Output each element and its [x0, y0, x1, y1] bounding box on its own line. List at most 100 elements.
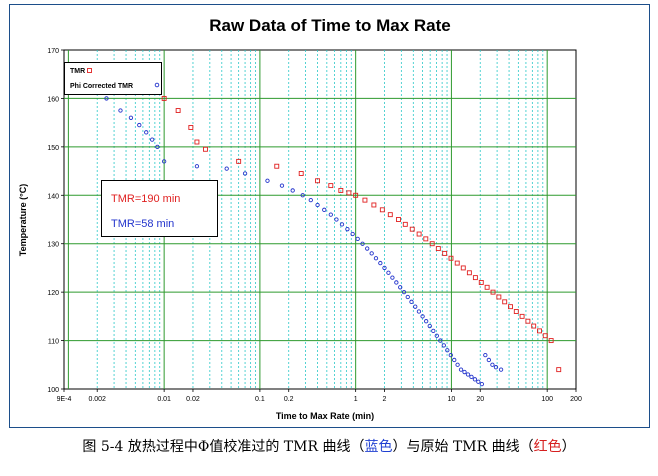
x-tick-label: 1 [354, 396, 358, 403]
x-tick-label: 0.1 [255, 396, 265, 403]
y-tick-label: 100 [47, 387, 59, 394]
caption-middle: ）与原始 TMR 曲线（ [392, 439, 534, 455]
phi-tmr-point [382, 265, 387, 271]
legend-marker-tmr [87, 68, 92, 73]
tmr-point [556, 367, 562, 373]
phi-tmr-point [360, 241, 365, 246]
tmr-point [448, 255, 454, 261]
tmr-point [338, 187, 344, 193]
phi-tmr-point [315, 202, 320, 208]
phi-tmr-point [398, 285, 403, 290]
phi-tmr-point [424, 319, 429, 324]
tmr-point [508, 304, 513, 310]
phi-tmr-point [469, 374, 474, 380]
phi-tmr-point [265, 178, 270, 183]
tmr-point [416, 231, 422, 237]
phi-tmr-point [242, 171, 248, 176]
phi-tmr-point [455, 362, 460, 367]
phi-tmr-point [390, 275, 395, 280]
x-tick-label: 0.01 [157, 396, 171, 403]
tmr-point [484, 284, 490, 290]
tmr-point [161, 95, 167, 101]
phi-tmr-point [465, 372, 471, 377]
tmr-point [429, 241, 435, 247]
phi-tmr-point [476, 379, 481, 384]
phi-tmr-point [300, 193, 305, 198]
tmr-point [531, 323, 537, 329]
y-tick-label: 120 [47, 290, 59, 297]
tmr-point [202, 146, 208, 152]
phi-tmr-point [409, 299, 414, 304]
caption-blue-word: 蓝色 [364, 439, 393, 455]
tmr-point [537, 328, 542, 334]
tmr-point [519, 313, 525, 319]
tmr-point [371, 202, 377, 208]
tmr-point [396, 217, 401, 222]
annotation-frame [101, 180, 218, 237]
y-tick-label: 150 [47, 145, 59, 152]
phi-tmr-point [355, 236, 360, 242]
y-tick-label: 130 [47, 242, 59, 249]
phi-tmr-point [224, 166, 229, 171]
phi-tmr-point [441, 343, 446, 348]
phi-tmr-point [128, 115, 134, 120]
tmr-point [454, 260, 460, 266]
tmr-point [502, 299, 508, 305]
caption-red-word: 红色 [533, 439, 562, 455]
tmr-point [194, 139, 200, 145]
y-tick-label: 170 [47, 48, 59, 55]
caption-suffix: ） [561, 439, 576, 455]
y-axis-label: Temperature (°C) [18, 184, 28, 256]
x-tick-label: 0.002 [88, 396, 106, 403]
x-tick-label: 2 [383, 396, 387, 403]
phi-tmr-point [490, 362, 495, 367]
phi-tmr-point [328, 212, 333, 217]
tmr-point [513, 309, 519, 314]
phi-tmr-point [420, 314, 425, 319]
phi-tmr-point [405, 294, 410, 300]
tmr-point [460, 265, 466, 271]
phi-tmr-point [345, 227, 350, 232]
phi-tmr-point [290, 188, 295, 193]
phi-tmr-point [445, 348, 450, 353]
annotation-box: TMR=190 min TMR=58 min [101, 180, 218, 237]
tmr-point [298, 171, 304, 176]
phi-tmr-point [339, 222, 345, 227]
phi-tmr-point [369, 251, 374, 256]
tmr-point [542, 333, 548, 339]
tmr-point [472, 275, 478, 281]
x-tick-label: 10 [448, 396, 456, 403]
tmr-point [409, 226, 415, 232]
y-tick-label: 160 [47, 96, 59, 103]
axis-ticks: 9E-4 0.002 0.01 0.02 0.1 0.2 1 2 10 20 100 200 100 11… [47, 48, 582, 403]
phi-tmr-point [438, 338, 443, 343]
phi-tmr-point [350, 231, 355, 237]
phi-tmr-point [161, 159, 167, 164]
tmr-point [435, 246, 441, 252]
tmr-point [362, 197, 368, 203]
phi-tmr-point [427, 323, 432, 329]
phi-tmr-point [104, 96, 109, 101]
tmr-point [402, 221, 408, 227]
tmr-point [175, 108, 181, 113]
tmr-point [315, 178, 321, 184]
phi-tmr-point [386, 270, 391, 275]
legend-marker-phi [154, 82, 160, 88]
grid [64, 50, 576, 389]
x-axis-label: Time to Max Rate (min) [276, 411, 374, 421]
tmr-point [274, 163, 280, 169]
phi-tmr-point [144, 130, 149, 135]
phi-tmr-point [378, 260, 383, 266]
phi-tmr-point [401, 289, 407, 295]
phi-tmr-point [308, 197, 313, 203]
tmr-point [525, 318, 531, 324]
legend-label-phi: Phi Corrected TMR [70, 83, 133, 90]
tmr-point [346, 190, 352, 196]
figure-caption: 图 5-4 放热过程中Φ值校准过的 TMR 曲线（蓝色）与原始 TMR 曲线（红… [0, 436, 658, 456]
phi-tmr-point [483, 352, 488, 358]
x-tick-label: 100 [541, 396, 553, 403]
x-tick-label: 0.02 [186, 396, 200, 403]
phi-tmr-point [452, 357, 457, 363]
phi-tmr-point [416, 309, 422, 314]
phi-tmr-point [486, 357, 492, 363]
